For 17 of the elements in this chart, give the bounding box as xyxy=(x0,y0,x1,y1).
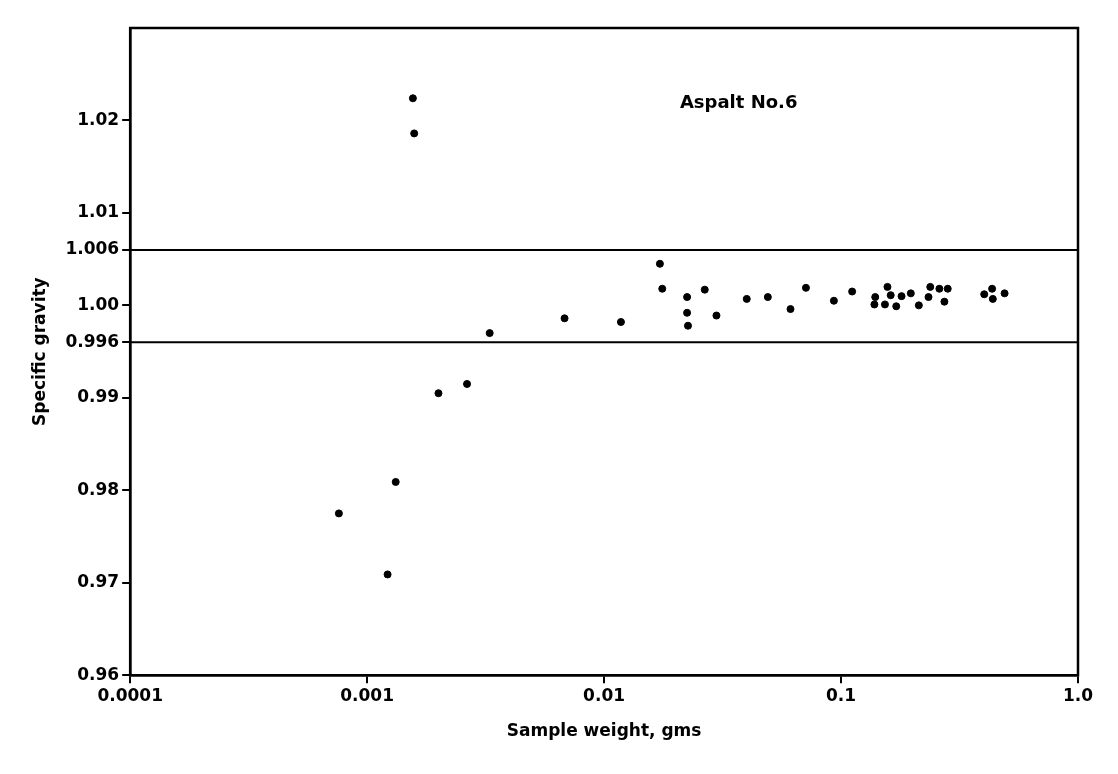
y-axis-title: Specific gravity xyxy=(28,277,49,426)
annotation: Aspalt No.6 xyxy=(679,91,798,112)
y-tick-label: 1.006 xyxy=(65,238,120,259)
x-tick-label: 0.01 xyxy=(583,684,626,705)
x-tick-label: 0.1 xyxy=(825,684,857,705)
y-tick-label: 0.98 xyxy=(77,478,120,499)
x-axis-title: Sample weight, gms xyxy=(506,720,702,741)
y-tick-label: 1.02 xyxy=(77,108,120,129)
y-tick-label: 1.01 xyxy=(77,201,120,222)
y-tick-label: 0.97 xyxy=(77,571,120,592)
y-tick-label: 1.00 xyxy=(77,293,120,314)
x-tick-label: 1.0 xyxy=(1062,684,1094,705)
y-tick-label: 0.96 xyxy=(77,663,120,684)
x-tick-label: 0.0001 xyxy=(97,684,163,705)
y-tick-label: 0.99 xyxy=(77,386,120,407)
y-tick-label: 0.996 xyxy=(65,330,120,351)
x-tick-label: 0.001 xyxy=(340,684,395,705)
